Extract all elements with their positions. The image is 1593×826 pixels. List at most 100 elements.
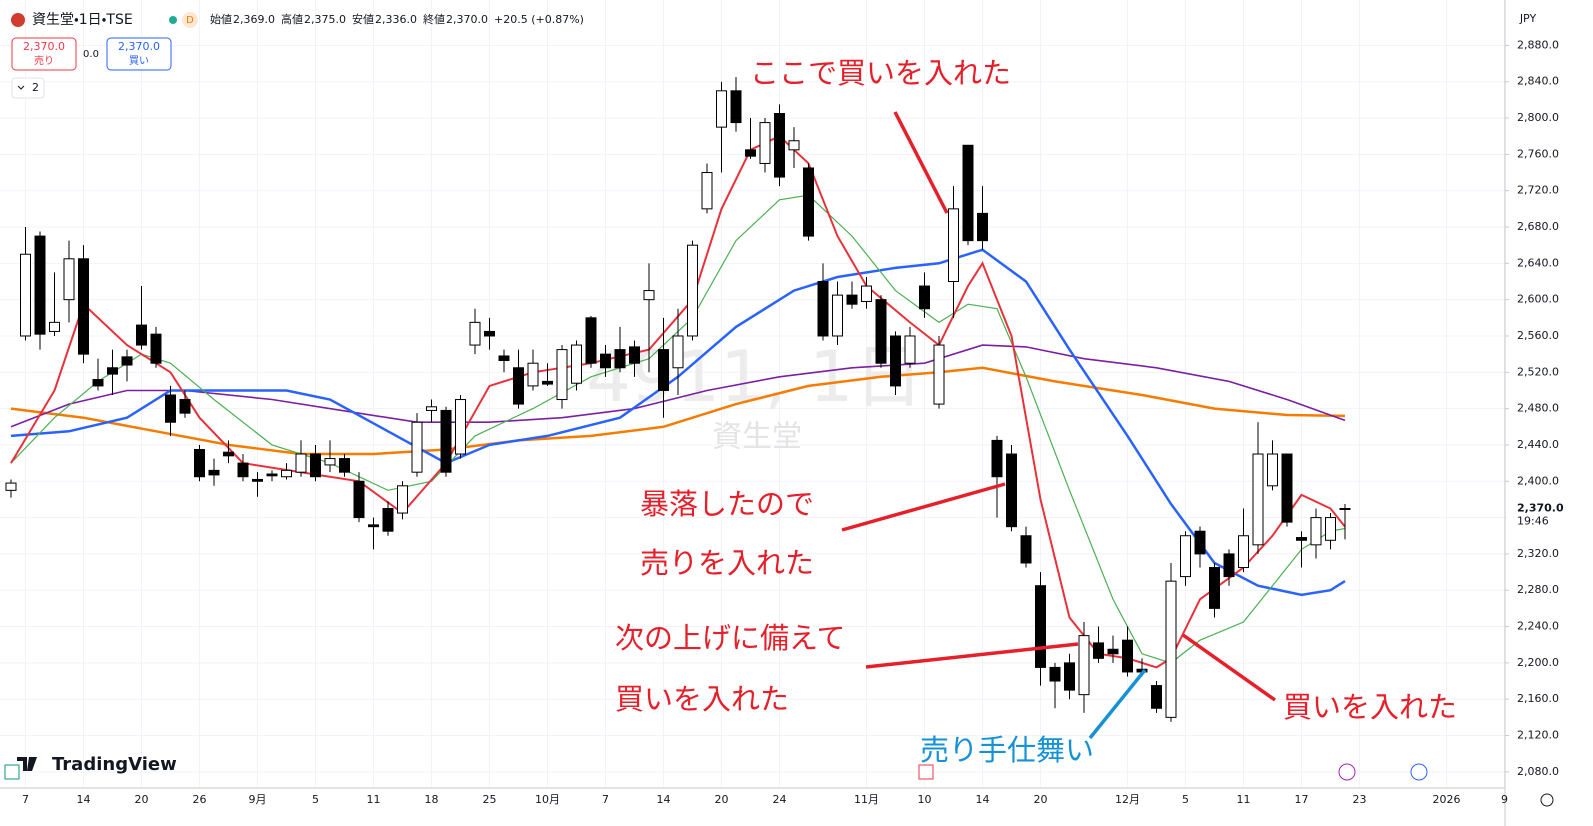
sell-price: 2,370.0 [23,40,65,53]
y-tick-label: 2,440.0 [1517,438,1559,451]
y-tick-label: 2,080.0 [1517,765,1559,778]
x-tick-label: 7 [602,793,609,806]
event-icon[interactable] [1410,763,1428,781]
candle-body [658,349,669,391]
candle-body [948,208,959,282]
change: +20.5 (+0.87%) [494,13,584,26]
sell-button[interactable] [11,37,77,71]
arrow [1181,633,1277,702]
annotation: 売り手仕舞い [920,733,1094,767]
y-tick-label: 2,160.0 [1517,692,1559,705]
moving-average [10,248,1346,597]
candle-body [1049,666,1061,682]
candle-body [991,439,1003,478]
candle-body [832,294,843,337]
last-time: 19:46 [1517,515,1549,528]
x-tick-label: 11 [367,793,381,806]
y-tick-label: 2,560.0 [1517,329,1559,342]
x-tick-label: 9 [1501,793,1508,806]
event-icon[interactable] [4,764,20,780]
candle-body [759,122,771,164]
x-tick-label: 2026 [1433,793,1461,806]
candle-body [571,344,582,384]
annotation: 暴落したので [640,487,814,521]
candle-body [397,485,408,514]
y-tick-label: 2,800.0 [1517,111,1559,124]
ohlc-legend: 始値 2,369.0 高値 2,375.0 安値 2,336.0 終値 2,370.0 [210,12,488,26]
x-tick-label: 14 [976,793,990,806]
candle-body [469,321,481,346]
candle-body [78,258,89,355]
candle-body [556,349,568,401]
ohlc-label: 安値 [352,13,374,26]
annotation: 次の上げに備えて [615,621,846,655]
y-tick-label: 2,680.0 [1517,220,1559,233]
candle-body [281,469,292,478]
x-tick-label: 14 [77,793,91,806]
buy-label: 買い [129,55,149,67]
candle-body [701,172,713,210]
x-tick-label: 20 [1034,793,1048,806]
symbol-logo [11,13,25,27]
interval-badge: D [186,15,194,26]
candle-body [774,113,785,178]
y-tick-label: 2,760.0 [1517,147,1559,160]
last-price-box [1506,500,1562,529]
candle-body [585,317,597,364]
x-tick-label: 23 [1353,793,1367,806]
candle-body [861,285,872,302]
spread: 0.0 [83,49,99,60]
moving-average [10,366,1346,456]
candle-body [919,285,930,310]
candle-body [484,330,495,337]
candle-body [1093,642,1104,659]
event-icon[interactable] [918,764,934,780]
x-tick-label: 12月 [1115,793,1140,806]
candle-body [643,290,655,301]
x-tick-label: 18 [425,793,439,806]
candle-body [1006,453,1017,528]
candle-body [20,253,31,337]
candle-body [629,346,640,364]
candle-body [339,458,350,473]
candle-body [34,235,46,335]
ohlc-label: 始値 [210,12,232,26]
candle-body [1281,453,1293,523]
ohlc-value: 2,375.0 [304,13,346,26]
candle-body [933,344,945,405]
candle-body [136,324,147,346]
candle-body [237,462,249,478]
buy-price: 2,370.0 [118,40,160,53]
candle-body [817,280,829,337]
y-tick-label: 2,320.0 [1517,547,1559,560]
brand: TradingView [52,754,177,775]
candle-body [890,335,901,387]
currency[interactable]: JPY [1519,12,1537,25]
indicator-toggle[interactable] [11,77,45,99]
sell-label: 売り [34,54,54,67]
candle-body [1209,567,1220,609]
arrow [1088,668,1147,740]
x-tick-label: 9月 [249,793,267,806]
badge [182,12,198,28]
y-tick-label: 2,520.0 [1517,365,1559,378]
x-tick-label: 20 [715,793,729,806]
y-tick-label: 2,280.0 [1517,583,1559,596]
candle-body [513,367,524,405]
candle-body [1339,508,1351,511]
ohlc-label: 終値 [423,13,445,26]
buy-button[interactable] [106,37,172,71]
event-icon[interactable] [1338,763,1356,781]
x-tick-label: 5 [1182,793,1189,806]
x-tick-label: 20 [135,793,149,806]
candle-body [788,140,800,151]
x-tick-label: 24 [773,793,787,806]
annotation: 売りを入れた [640,546,814,580]
candle-body [1035,585,1046,668]
settings-icon[interactable] [1540,793,1554,807]
candle-body [455,399,466,455]
arrow [865,642,1079,669]
candle-body [1165,580,1177,718]
candle-body [1151,685,1162,709]
y-tick-label: 2,120.0 [1517,729,1559,742]
